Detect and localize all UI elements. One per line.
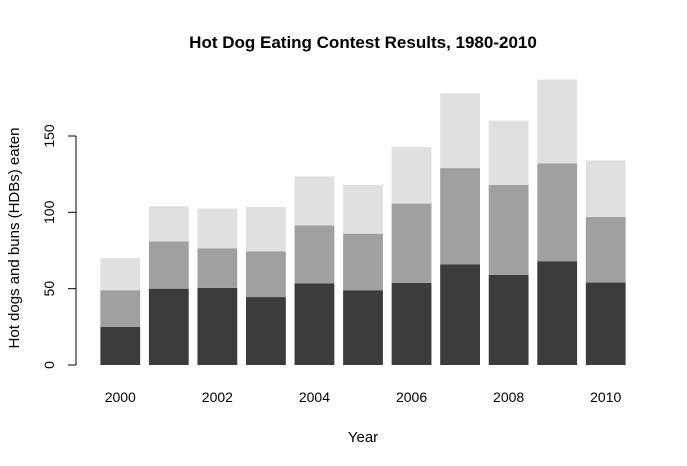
bar-segment-2004-3 xyxy=(294,176,335,226)
bar-segment-2000-1 xyxy=(100,326,141,365)
bar-segment-2010-3 xyxy=(585,160,626,217)
x-axis-tick-labels: 2000 2002 2004 2006 2008 2010 xyxy=(105,389,622,405)
bar-segment-2003-3 xyxy=(246,206,286,252)
y-axis-title: Hot dogs and buns (HDBs) eaten xyxy=(6,128,23,349)
bar-segment-2001-1 xyxy=(148,288,189,365)
bar-segment-2002-2 xyxy=(197,248,238,288)
bar-segment-2001-2 xyxy=(148,241,189,289)
bar-segment-2010-2 xyxy=(585,216,626,283)
x-tick-label: 2006 xyxy=(396,389,427,405)
x-tick-label: 2000 xyxy=(105,389,136,405)
chart-title: Hot Dog Eating Contest Results, 1980-201… xyxy=(189,33,537,52)
bar-segment-2007-2 xyxy=(440,168,480,265)
bar-segment-2008-3 xyxy=(488,120,529,185)
bar-segment-2002-3 xyxy=(197,208,238,249)
x-axis-title: Year xyxy=(348,429,378,446)
y-tick-label: 150 xyxy=(41,124,57,148)
bar-segment-2001-3 xyxy=(148,206,189,242)
bar-segment-2004-1 xyxy=(294,283,335,365)
bar-segment-2009-1 xyxy=(537,261,578,365)
bar-segment-2009-2 xyxy=(537,163,578,262)
bar-segment-2000-3 xyxy=(100,258,141,291)
bar-segment-2007-1 xyxy=(440,264,480,365)
bar-segment-2005-3 xyxy=(343,184,383,234)
y-tick-label: 50 xyxy=(41,281,57,297)
bar-segment-2006-2 xyxy=(391,203,432,283)
bar-segment-2010-1 xyxy=(585,282,626,365)
y-tick-label: 0 xyxy=(41,361,57,369)
bar-segment-2003-1 xyxy=(246,297,286,365)
x-tick-label: 2008 xyxy=(493,389,524,405)
bar-segment-2005-1 xyxy=(343,290,383,365)
bar-segment-2005-2 xyxy=(343,233,383,291)
bar-segment-2004-2 xyxy=(294,225,335,284)
x-tick-label: 2010 xyxy=(590,389,621,405)
bar-segment-2002-1 xyxy=(197,287,238,365)
bar-segment-2006-1 xyxy=(391,282,432,365)
bar-segment-2009-3 xyxy=(537,79,578,164)
y-tick-label: 100 xyxy=(41,200,57,224)
y-axis: 0 50 100 150 xyxy=(41,124,77,369)
bar-segment-2008-1 xyxy=(488,274,529,365)
bar-segment-2000-2 xyxy=(100,290,141,327)
x-tick-label: 2002 xyxy=(202,389,233,405)
bar-segment-2007-3 xyxy=(440,93,480,169)
bars-group xyxy=(100,79,626,365)
bar-segment-2008-2 xyxy=(488,184,529,275)
bar-segment-2003-2 xyxy=(246,251,286,298)
bar-segment-2006-3 xyxy=(391,147,432,204)
x-tick-label: 2004 xyxy=(299,389,330,405)
